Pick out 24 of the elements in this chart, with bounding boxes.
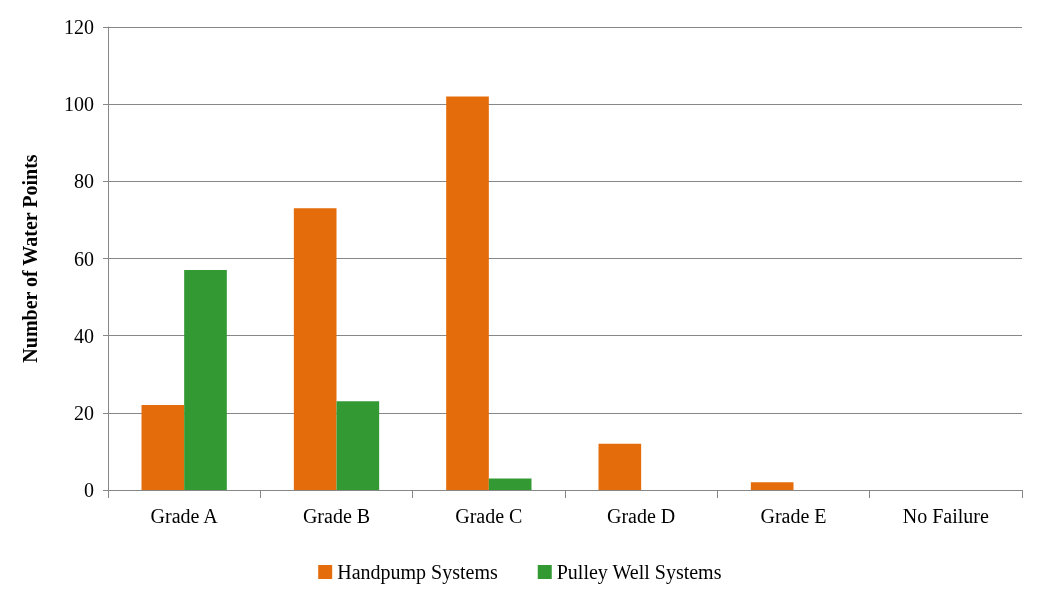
x-tick-label: No Failure (902, 505, 989, 527)
bar (141, 405, 185, 490)
bar (598, 443, 642, 490)
x-tick-label: Grade A (150, 505, 219, 527)
x-tick-label: Grade B (302, 505, 371, 527)
y-tick-label: 120 (64, 16, 94, 38)
y-tick-label: 80 (74, 170, 94, 193)
bar (336, 401, 380, 490)
x-tick-label: Grade D (607, 505, 676, 527)
y-axis-title: Number of Water Points (19, 154, 41, 363)
legend-label: Pulley Well Systems (556, 561, 722, 584)
bar (488, 478, 532, 490)
y-tick-label: 40 (74, 324, 94, 347)
bar (184, 270, 227, 490)
y-tick-label: 0 (84, 479, 94, 501)
y-tick-label: 100 (64, 93, 94, 116)
y-tick-label: 20 (74, 401, 94, 424)
bar (446, 96, 489, 490)
legend-label: Handpump Systems (337, 561, 498, 584)
bar (750, 482, 794, 490)
bar (293, 208, 337, 490)
x-tick-label: Grade C (455, 505, 523, 527)
x-tick-label: Grade E (760, 505, 827, 527)
y-tick-label: 60 (74, 247, 94, 270)
